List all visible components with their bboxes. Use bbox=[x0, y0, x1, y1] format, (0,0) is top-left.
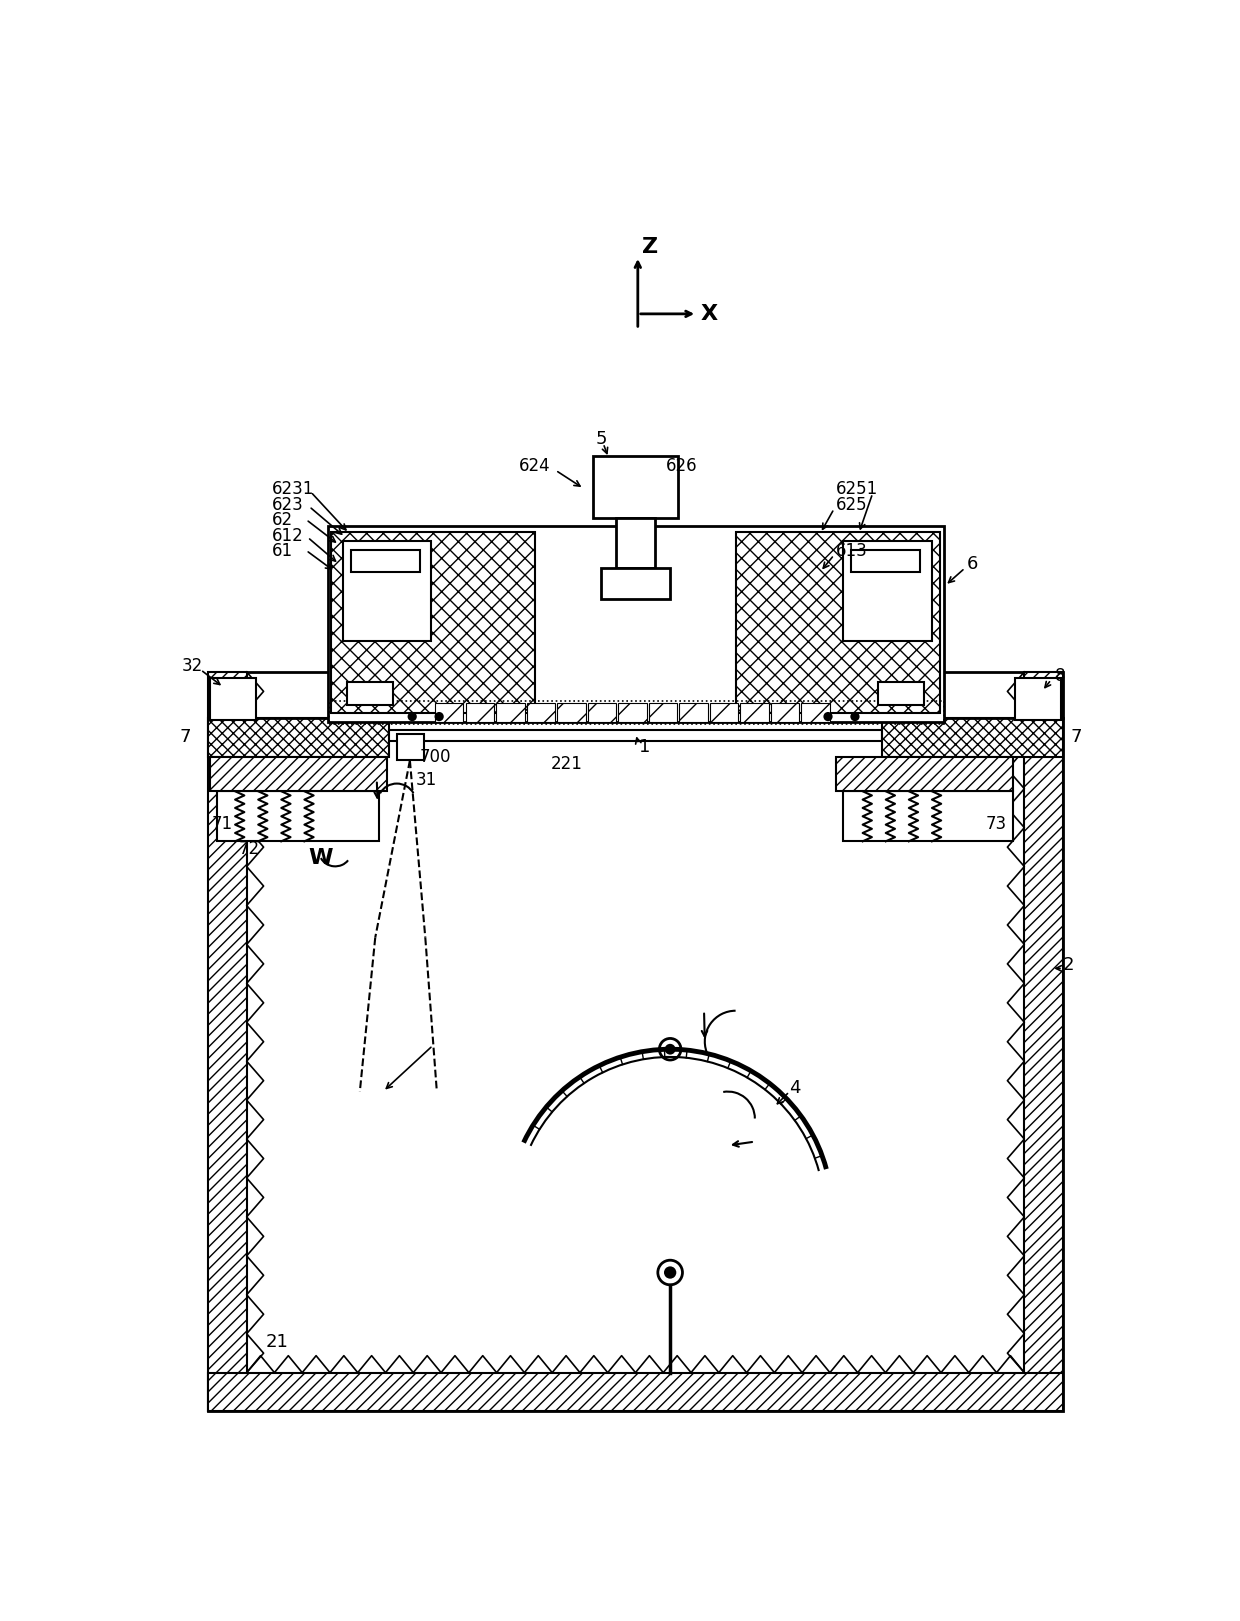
Bar bbox=[217, 791, 379, 841]
Bar bbox=[616, 519, 655, 567]
Bar bbox=[878, 682, 924, 705]
Bar bbox=[527, 704, 556, 721]
Text: 73: 73 bbox=[986, 815, 1007, 833]
Bar bbox=[740, 704, 769, 721]
Bar bbox=[593, 457, 678, 519]
Bar bbox=[208, 718, 389, 757]
Text: 2: 2 bbox=[1063, 955, 1074, 974]
Bar bbox=[389, 729, 882, 741]
Text: 700: 700 bbox=[420, 747, 451, 765]
Text: 221: 221 bbox=[551, 755, 583, 773]
Bar bbox=[327, 525, 944, 721]
Circle shape bbox=[663, 1266, 676, 1279]
Text: 612: 612 bbox=[272, 527, 304, 545]
Bar bbox=[709, 704, 738, 721]
Bar bbox=[496, 704, 525, 721]
Bar bbox=[397, 734, 424, 760]
Circle shape bbox=[823, 712, 832, 721]
Bar bbox=[210, 678, 255, 720]
Text: X: X bbox=[701, 303, 717, 324]
Text: 6: 6 bbox=[967, 554, 978, 574]
Bar bbox=[466, 704, 494, 721]
Bar bbox=[1016, 678, 1061, 720]
Text: 62: 62 bbox=[272, 511, 293, 528]
Text: 31: 31 bbox=[417, 770, 438, 789]
Bar bbox=[843, 791, 1013, 841]
Text: 71: 71 bbox=[212, 815, 233, 833]
Text: 7: 7 bbox=[1070, 728, 1083, 746]
Text: 21: 21 bbox=[265, 1332, 289, 1350]
Bar bbox=[208, 1373, 1063, 1412]
Bar bbox=[210, 757, 387, 791]
Bar bbox=[347, 682, 393, 705]
Bar bbox=[851, 550, 920, 572]
Bar bbox=[557, 704, 585, 721]
Text: W: W bbox=[309, 848, 332, 869]
Bar bbox=[208, 673, 247, 1412]
Text: 1: 1 bbox=[640, 739, 651, 757]
Text: 4: 4 bbox=[790, 1078, 801, 1097]
Bar bbox=[343, 541, 432, 642]
Text: 624: 624 bbox=[518, 457, 551, 475]
Text: Z: Z bbox=[641, 237, 657, 256]
Bar bbox=[680, 704, 708, 721]
Circle shape bbox=[665, 1044, 676, 1055]
Bar bbox=[351, 550, 420, 572]
Text: 6251: 6251 bbox=[836, 480, 878, 498]
Circle shape bbox=[408, 712, 417, 721]
Bar bbox=[619, 704, 646, 721]
Circle shape bbox=[851, 712, 859, 721]
Text: 613: 613 bbox=[836, 541, 868, 559]
Bar bbox=[435, 704, 464, 721]
Bar bbox=[329, 702, 944, 725]
Bar bbox=[843, 541, 932, 642]
Circle shape bbox=[434, 712, 444, 721]
Bar bbox=[601, 567, 670, 598]
Bar bbox=[801, 704, 830, 721]
Text: 72: 72 bbox=[239, 840, 260, 858]
Text: 61: 61 bbox=[272, 541, 293, 559]
Bar bbox=[771, 704, 799, 721]
Text: 626: 626 bbox=[666, 457, 698, 475]
Bar bbox=[649, 704, 677, 721]
Text: 6231: 6231 bbox=[272, 480, 315, 498]
Text: 7: 7 bbox=[180, 728, 191, 746]
Bar bbox=[1024, 673, 1063, 1412]
Text: 5: 5 bbox=[595, 431, 606, 449]
Bar bbox=[331, 532, 536, 713]
Bar bbox=[735, 532, 940, 713]
Bar bbox=[836, 757, 1013, 791]
Text: 625: 625 bbox=[836, 496, 867, 514]
Bar bbox=[882, 718, 1063, 757]
Bar bbox=[208, 673, 1063, 1412]
Text: 32: 32 bbox=[181, 657, 202, 674]
Bar bbox=[588, 704, 616, 721]
Text: 623: 623 bbox=[272, 496, 304, 514]
Text: 8: 8 bbox=[1055, 666, 1065, 684]
